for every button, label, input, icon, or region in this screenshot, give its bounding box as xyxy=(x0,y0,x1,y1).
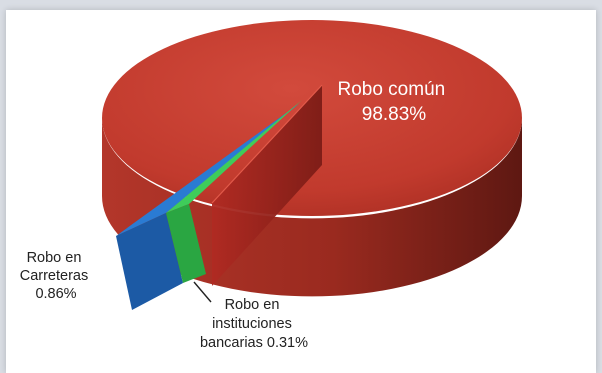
slice-robo-bancarias xyxy=(166,100,302,213)
leader-line-bancarias xyxy=(193,281,212,303)
label-robo-bancarias: Robo en instituciones bancarias 0.31% xyxy=(200,297,308,351)
label-robo-bancarias-line3: bancarias 0.31% xyxy=(200,335,308,351)
slice-robo-carreteras xyxy=(116,103,300,236)
label-robo-comun: Robo común 98.83% xyxy=(337,79,450,125)
label-robo-carreteras-line2: Carreteras xyxy=(20,268,89,284)
slice-robo-comun-cut xyxy=(212,85,322,286)
label-robo-bancarias-line2: instituciones xyxy=(212,316,292,332)
label-robo-comun-line2: 98.83% xyxy=(362,104,427,125)
label-robo-comun-line1: Robo común xyxy=(337,79,445,100)
label-robo-carreteras-line1: Robo en xyxy=(27,250,82,266)
slice-robo-bancarias-side xyxy=(166,204,206,283)
label-robo-carreteras-line3: 0.86% xyxy=(35,286,76,302)
label-robo-carreteras: Robo en Carreteras 0.86% xyxy=(20,250,93,302)
slice-robo-comun-cut-edge xyxy=(211,84,323,204)
label-robo-bancarias-line1: Robo en xyxy=(225,297,280,313)
slice-robo-carreteras-side xyxy=(116,213,183,310)
slice-robo-comun-side xyxy=(102,118,522,297)
